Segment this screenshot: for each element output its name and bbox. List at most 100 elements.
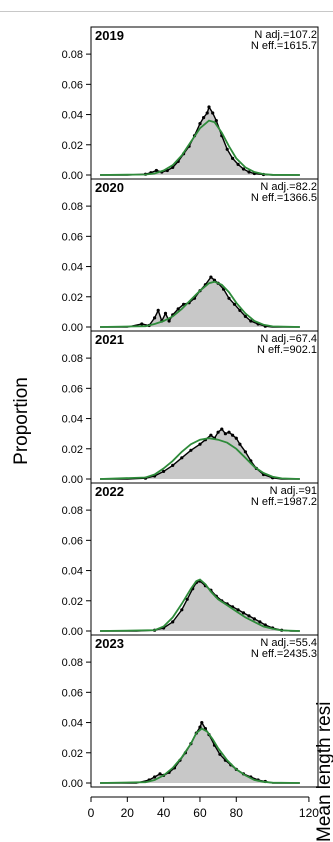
y-tick-label-2021-0: 0.00 <box>62 474 83 486</box>
observed-point-2019-19 <box>225 147 229 151</box>
observed-area-2021 <box>100 429 300 479</box>
y-tick-label-2020-1: 0.02 <box>62 292 83 304</box>
observed-point-2021-16 <box>231 433 235 437</box>
observed-point-2023-17 <box>218 752 222 756</box>
observed-point-2019-13 <box>202 116 206 120</box>
x-tick-label-4: 80 <box>230 806 244 820</box>
panel-2023 <box>86 634 319 788</box>
observed-point-2019-22 <box>241 167 246 171</box>
observed-point-2022-5 <box>180 608 184 612</box>
n-adj-2019: N adj.=107.2 <box>254 29 317 41</box>
observed-point-2019-23 <box>247 170 251 174</box>
panel-year-2020: 2020 <box>95 180 124 195</box>
expected-line-2021 <box>100 437 300 480</box>
observed-point-2020-23 <box>243 314 247 318</box>
y-tick-label-2020-4: 0.08 <box>62 201 83 213</box>
observed-point-2023-3 <box>153 775 157 779</box>
observed-point-2022-19 <box>252 617 256 621</box>
y-tick-label-2023-3: 0.06 <box>62 687 83 699</box>
observed-point-2022-18 <box>247 614 251 618</box>
panel-year-2023: 2023 <box>95 636 124 651</box>
y-tick-label-2023-2: 0.04 <box>62 718 83 730</box>
observed-point-2022-21 <box>263 623 267 627</box>
y-tick-label-2019-4: 0.08 <box>62 49 83 61</box>
y-axis-title: Proportion <box>11 377 32 465</box>
observed-point-2019-20 <box>231 156 235 160</box>
observed-point-2021-13 <box>220 427 224 431</box>
observed-point-2019-17 <box>214 119 218 123</box>
observed-point-2021-5 <box>171 463 175 467</box>
observed-point-2020-22 <box>238 308 242 312</box>
y-tick-label-2019-2: 0.04 <box>62 110 83 122</box>
expected-line-2022 <box>100 578 300 632</box>
x-tick-label-1: 20 <box>121 806 135 820</box>
observed-point-2021-18 <box>238 442 242 446</box>
observed-point-2020-10 <box>176 307 180 311</box>
n-adj-2022: N adj.=91 <box>270 485 317 497</box>
y-tick-label-2021-3: 0.06 <box>62 383 83 395</box>
observed-point-2019-15 <box>207 105 211 109</box>
y-tick-label-2021-1: 0.02 <box>62 444 83 456</box>
y-tick-label-2020-0: 0.00 <box>62 322 83 334</box>
observed-point-2021-19 <box>243 450 247 454</box>
x-tick-label-2: 40 <box>157 806 171 820</box>
observed-point-2021-8 <box>198 442 202 446</box>
right-edge-label: Mean length resi <box>314 702 333 842</box>
observed-point-2020-2 <box>140 322 144 326</box>
observed-point-2021-15 <box>227 430 231 434</box>
observed-point-2022-6 <box>185 597 189 601</box>
y-tick-label-2022-1: 0.02 <box>62 596 83 608</box>
observed-point-2021-4 <box>162 469 166 473</box>
observed-area-2019 <box>100 107 300 175</box>
observed-point-2019-4 <box>154 168 158 173</box>
observed-point-2022-17 <box>241 611 246 615</box>
observed-point-2019-14 <box>205 111 209 115</box>
y-tick-label-2022-4: 0.08 <box>62 505 83 517</box>
panel-year-2021: 2021 <box>95 332 124 347</box>
panel-2019 <box>86 26 319 180</box>
observed-point-2022-20 <box>258 620 262 624</box>
observed-point-2023-4 <box>158 772 162 776</box>
observed-point-2021-6 <box>180 456 184 460</box>
y-tick-label-2020-2: 0.04 <box>62 262 83 274</box>
observed-point-2021-7 <box>189 448 193 452</box>
y-tick-label-2020-3: 0.06 <box>62 231 83 243</box>
observed-point-2020-24 <box>249 319 253 323</box>
observed-point-2020-21 <box>232 302 237 306</box>
panel-year-2019: 2019 <box>95 28 124 43</box>
n-adj-2021: N adj.=67.4 <box>260 333 317 345</box>
expected-line-2023 <box>100 727 300 784</box>
expected-line-2019 <box>100 119 300 176</box>
observed-point-2020-4 <box>153 316 157 320</box>
observed-point-2020-16 <box>209 275 213 279</box>
y-tick-label-2023-4: 0.08 <box>62 657 83 669</box>
observed-point-2023-13 <box>200 721 204 725</box>
observed-point-2021-10 <box>209 433 213 437</box>
y-tick-label-2021-4: 0.08 <box>62 353 83 365</box>
top-divider <box>0 11 333 12</box>
n-eff-2020: N eff.=1366.5 <box>251 192 317 204</box>
observed-point-2019-16 <box>211 111 215 115</box>
n-adj-2023: N adj.=55.4 <box>260 637 317 649</box>
n-eff-2022: N eff.=1987.2 <box>251 496 317 508</box>
y-tick-label-2019-1: 0.02 <box>62 140 83 152</box>
panel-year-2022: 2022 <box>95 484 124 499</box>
observed-point-2021-17 <box>234 436 238 440</box>
observed-point-2019-21 <box>236 162 240 166</box>
y-tick-label-2022-2: 0.04 <box>62 566 83 578</box>
y-tick-label-2022-0: 0.00 <box>62 626 83 638</box>
expected-line-2020 <box>100 280 300 328</box>
x-tick-label-5: 120 <box>299 806 319 820</box>
observed-point-2022-16 <box>236 608 240 612</box>
observed-point-2020-20 <box>227 296 231 300</box>
observed-point-2021-14 <box>223 432 227 436</box>
observed-point-2020-7 <box>163 311 168 315</box>
y-tick-label-2019-0: 0.00 <box>62 170 83 182</box>
n-eff-2019: N eff.=1615.7 <box>251 40 317 52</box>
observed-point-2020-8 <box>167 319 171 323</box>
observed-area-2023 <box>100 722 300 783</box>
y-tick-label-2023-1: 0.02 <box>62 748 83 760</box>
observed-area-2020 <box>100 277 300 327</box>
panel-frame-2023 <box>90 634 319 788</box>
